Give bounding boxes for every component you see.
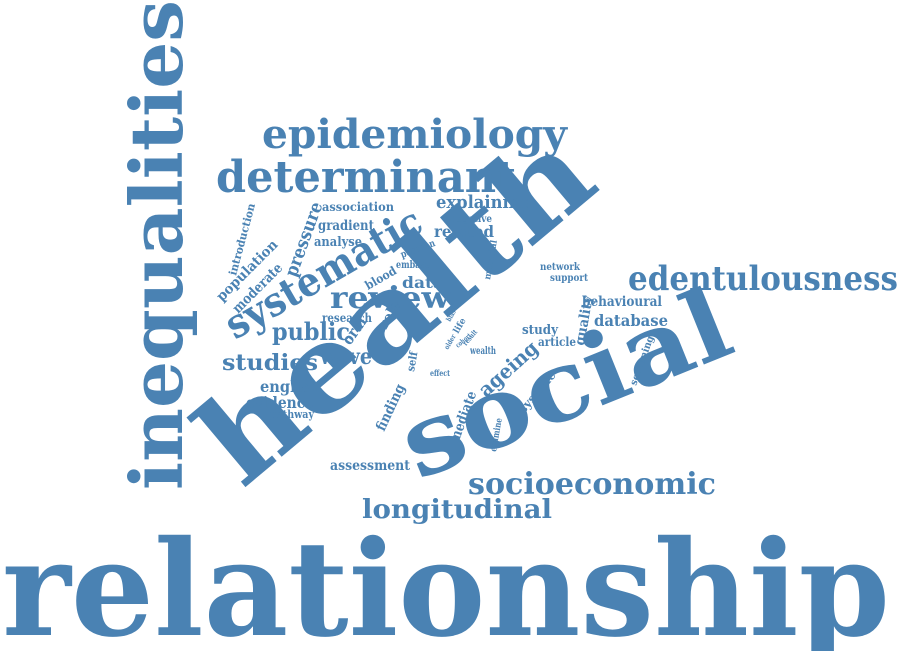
word-explaining: explaining (436, 192, 532, 213)
word-association: association (322, 200, 394, 214)
word-wave: wave (319, 344, 372, 370)
word-database: database (594, 311, 668, 330)
word-support: support (550, 273, 588, 284)
word-negative: negative (450, 214, 492, 225)
word-gradient: gradient (318, 218, 374, 234)
word-effect: effect (430, 368, 450, 378)
word-study: study (522, 323, 558, 338)
word-inequalities: inequalities (114, 0, 199, 490)
word-review: review (330, 281, 451, 316)
word-studies: studies (222, 350, 318, 376)
word-article: article (538, 335, 576, 349)
word-public: public (272, 317, 350, 346)
word-evidence: evidence (246, 393, 314, 412)
word-research: research (322, 311, 372, 325)
word-network: network (540, 262, 581, 273)
word-pathway: pathway (270, 408, 315, 421)
word-self: self (404, 349, 420, 372)
word-embase: embase (396, 260, 430, 271)
word-epidemiology: epidemiology (262, 111, 569, 158)
word-relationship: relationship (2, 512, 890, 651)
word-data: data (402, 273, 444, 292)
word-wealth: wealth (469, 346, 496, 357)
word-longitudinal: longitudinal (362, 495, 552, 525)
word-analyse: analyse (314, 235, 362, 250)
word-socioeconomic: socioeconomic (468, 467, 716, 502)
word-related: related (434, 222, 494, 241)
word-determinant: determinant (216, 152, 517, 203)
word-english: english (260, 377, 320, 396)
word-edentulousness: edentulousness (628, 259, 898, 299)
word-assessment: assessment (330, 458, 410, 474)
word-behavioural: behavioural (582, 294, 662, 310)
